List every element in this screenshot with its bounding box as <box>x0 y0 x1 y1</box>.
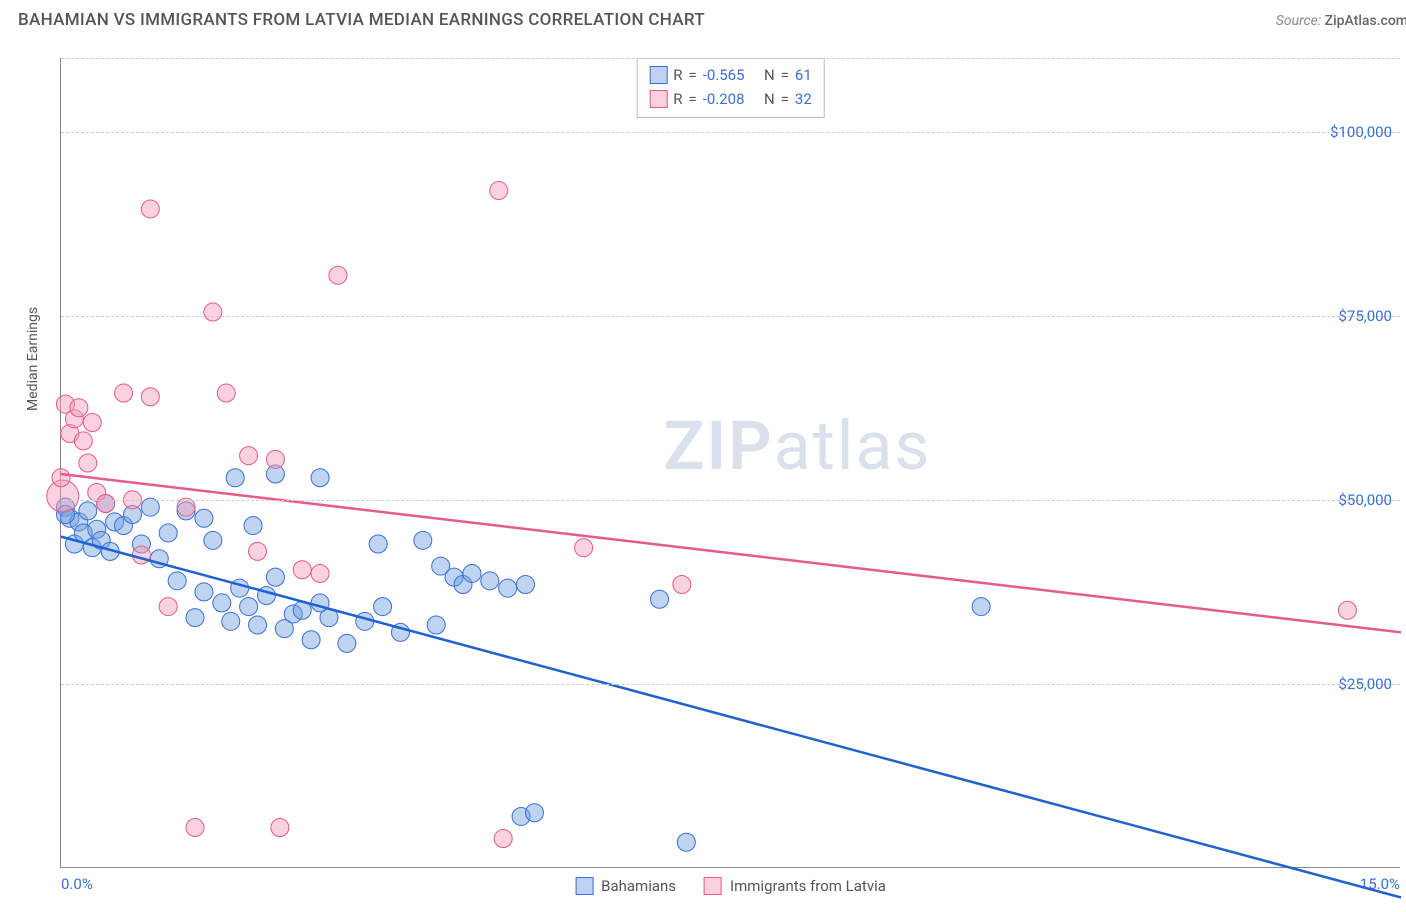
data-point <box>651 590 669 608</box>
y-tick-label: $100,000 <box>1330 123 1392 141</box>
data-point <box>293 561 311 579</box>
data-point <box>463 564 481 582</box>
data-point <box>369 535 387 553</box>
data-point <box>115 384 133 402</box>
y-axis-label: Median Earnings <box>25 307 41 411</box>
data-point <box>374 598 392 616</box>
data-point <box>195 583 213 601</box>
data-point <box>249 616 267 634</box>
source-name: ZipAtlas.com <box>1325 13 1406 29</box>
data-point <box>1338 601 1356 619</box>
data-point <box>79 502 97 520</box>
legend-item-bahamians: Bahamians <box>575 877 676 895</box>
data-point <box>575 539 593 557</box>
data-point <box>70 399 88 417</box>
data-point <box>195 509 213 527</box>
data-point <box>494 830 512 848</box>
data-point <box>244 517 262 535</box>
chart-area: Median Earnings ZIPatlas R = -0.565 N = … <box>60 58 1400 868</box>
data-point <box>141 388 159 406</box>
data-point <box>132 546 150 564</box>
data-point <box>186 609 204 627</box>
data-point <box>141 200 159 218</box>
data-point <box>249 542 267 560</box>
data-point <box>217 384 235 402</box>
data-point <box>517 576 535 594</box>
y-tick-label: $75,000 <box>1338 307 1392 325</box>
data-point <box>83 414 101 432</box>
source-prefix: Source: <box>1276 13 1325 29</box>
data-point <box>213 594 231 612</box>
gridline <box>61 58 1400 59</box>
data-point <box>266 568 284 586</box>
data-point <box>972 598 990 616</box>
data-point <box>311 469 329 487</box>
data-point <box>481 572 499 590</box>
source-credit: Source: ZipAtlas.com <box>1276 13 1406 29</box>
legend-label-latvia: Immigrants from Latvia <box>730 877 886 895</box>
data-point <box>329 266 347 284</box>
data-point <box>673 576 691 594</box>
gridline <box>61 684 1400 685</box>
y-tick-label: $50,000 <box>1338 491 1392 509</box>
data-point <box>177 498 195 516</box>
data-point <box>222 612 240 630</box>
data-point <box>271 819 289 837</box>
chart-title: BAHAMIAN VS IMMIGRANTS FROM LATVIA MEDIA… <box>18 10 705 30</box>
x-tick-label: 0.0% <box>61 875 93 893</box>
gridline <box>61 500 1400 501</box>
legend-swatch-pink-icon <box>704 877 722 895</box>
data-point <box>226 469 244 487</box>
data-point <box>240 598 258 616</box>
data-point <box>159 524 177 542</box>
plot-region: ZIPatlas R = -0.565 N = 61 R = -0 <box>60 58 1400 868</box>
x-tick-label: 15.0% <box>1360 875 1400 893</box>
chart-wrapper: BAHAMIAN VS IMMIGRANTS FROM LATVIA MEDIA… <box>10 10 1406 902</box>
data-point <box>499 579 517 597</box>
plot-svg <box>61 58 1401 868</box>
data-point <box>677 833 695 851</box>
data-point <box>525 804 543 822</box>
trend-line <box>61 537 1401 898</box>
data-point <box>168 572 186 590</box>
data-point <box>427 616 445 634</box>
data-point <box>311 564 329 582</box>
gridline <box>61 316 1400 317</box>
data-point <box>302 631 320 649</box>
data-point <box>490 182 508 200</box>
data-point <box>240 447 258 465</box>
data-point <box>79 454 97 472</box>
data-point <box>204 303 222 321</box>
data-point <box>186 819 204 837</box>
data-point <box>266 450 284 468</box>
data-point <box>159 598 177 616</box>
data-point <box>74 432 92 450</box>
data-point <box>414 531 432 549</box>
legend-swatch-blue-icon <box>575 877 593 895</box>
data-point <box>52 469 70 487</box>
legend-item-latvia: Immigrants from Latvia <box>704 877 886 895</box>
legend-label-bahamians: Bahamians <box>601 877 676 895</box>
gridline <box>61 132 1400 133</box>
header-row: BAHAMIAN VS IMMIGRANTS FROM LATVIA MEDIA… <box>10 10 1406 30</box>
bottom-legend: Bahamians Immigrants from Latvia <box>575 877 886 895</box>
y-tick-label: $25,000 <box>1338 675 1392 693</box>
data-point <box>97 495 115 513</box>
data-point <box>141 498 159 516</box>
data-point <box>204 531 222 549</box>
data-point <box>338 634 356 652</box>
